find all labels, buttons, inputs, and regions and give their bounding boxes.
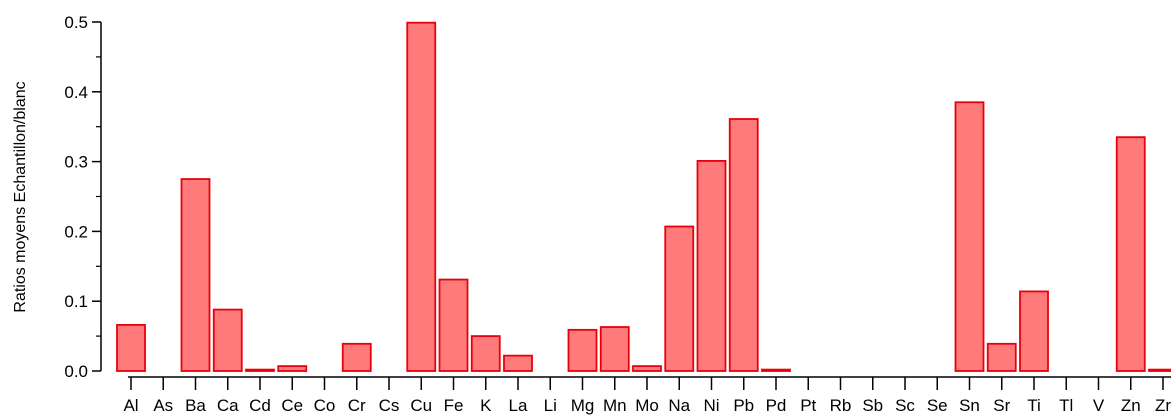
x-tick-label: Fe <box>444 396 464 415</box>
x-tick-label: Zn <box>1121 396 1141 415</box>
bar-na <box>664 225 695 372</box>
y-tick-label: 0.0 <box>64 362 88 381</box>
x-tick-label: Pd <box>766 396 787 415</box>
bar-mn <box>599 326 630 372</box>
x-tick-label: Cu <box>410 396 432 415</box>
x-tick-label: La <box>509 396 528 415</box>
x-tick-label: Sb <box>862 396 883 415</box>
x-tick-label: Pt <box>800 396 816 415</box>
bar-cd <box>245 368 275 372</box>
bar-ti <box>1019 290 1049 372</box>
y-tick-label: 0.4 <box>64 83 88 102</box>
x-tick-label: Li <box>544 396 557 415</box>
bar-al <box>116 324 146 372</box>
y-axis-label: Ratios moyens Echantillon/blanc <box>12 81 29 312</box>
x-tick-label: Co <box>314 396 336 415</box>
bar-zn <box>1115 136 1146 372</box>
bar-pd <box>761 368 791 372</box>
x-tick-label: Ti <box>1027 396 1041 415</box>
x-tick-label: Sn <box>959 396 980 415</box>
x-tick-label: Ca <box>217 396 239 415</box>
x-tick-label: Se <box>927 396 948 415</box>
y-ticks-group: 0.0 0.1 0.2 0.3 0.4 0.5 <box>64 13 101 381</box>
x-tick-label: Rb <box>830 396 852 415</box>
x-tick-label: Sr <box>993 396 1010 415</box>
bar-sr <box>986 342 1017 372</box>
x-tick-label: Al <box>123 396 138 415</box>
bar-sn <box>954 101 985 372</box>
bar-fe <box>438 278 469 372</box>
x-tick-label: Ba <box>185 396 206 415</box>
y-tick-label: 0.3 <box>64 153 88 172</box>
x-tick-label: K <box>480 396 492 415</box>
bars-group <box>116 21 1171 372</box>
y-tick-label: 0.1 <box>64 292 88 311</box>
x-tick-label: Na <box>668 396 690 415</box>
x-tick-label: Sc <box>895 396 915 415</box>
bar-pb <box>728 118 759 372</box>
x-tick-label: Tl <box>1059 396 1073 415</box>
x-tick-label: Ce <box>281 396 303 415</box>
axes-group <box>100 22 1171 378</box>
bar-ca <box>212 308 243 372</box>
bar-mg <box>567 328 598 372</box>
bar-k <box>470 335 501 372</box>
x-tick-label: Mg <box>571 396 595 415</box>
bar-cr <box>341 342 372 372</box>
bar-cu <box>406 21 437 372</box>
x-tick-label: Pb <box>733 396 754 415</box>
x-tick-label: Cd <box>249 396 271 415</box>
x-tick-label: V <box>1093 396 1105 415</box>
y-tick-label: 0.5 <box>64 13 88 32</box>
bar-ce <box>277 365 308 372</box>
bar-ba <box>180 178 211 372</box>
bar-zr <box>1148 368 1171 372</box>
bar-la <box>503 354 533 372</box>
x-tick-label: Cr <box>348 396 366 415</box>
bar-ni <box>696 160 727 372</box>
x-tick-label: Mo <box>635 396 659 415</box>
x-tick-label: Mn <box>603 396 627 415</box>
x-tick-label: Zr <box>1155 396 1171 415</box>
x-tick-label: Cs <box>379 396 400 415</box>
x-ticks-group: Al As Ba Ca Cd Ce Co Cr Cs Cu Fe K La Li Mg Mn Mo Na Ni Pb P… <box>123 377 1171 415</box>
bar-mo <box>632 365 662 372</box>
x-tick-label: As <box>153 396 173 415</box>
y-tick-label: 0.2 <box>64 222 88 241</box>
x-tick-label: Ni <box>703 396 719 415</box>
